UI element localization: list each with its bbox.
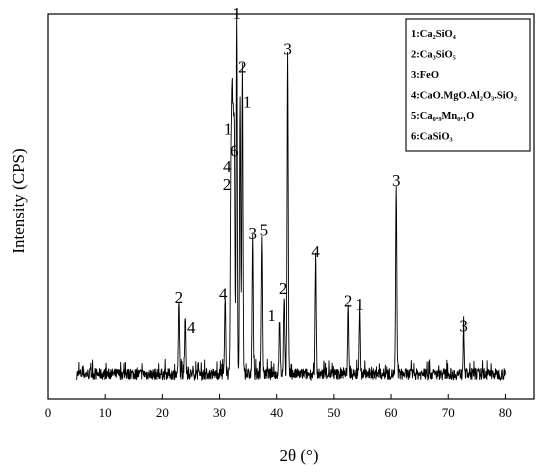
xrd-pattern-line bbox=[76, 14, 506, 382]
legend-entry: 6:CaSiO₃ bbox=[411, 132, 453, 143]
legend-entry: 1:Ca₂SiO₄ bbox=[411, 29, 457, 40]
legend-entry: 5:Ca₀.₉Mn₀.₁O bbox=[411, 111, 474, 122]
peak-label: 2 bbox=[223, 175, 232, 194]
peak-label: 2 bbox=[175, 288, 184, 307]
peak-label: 2 bbox=[238, 58, 247, 77]
peak-label: 1 bbox=[243, 93, 252, 112]
peak-label: 4 bbox=[311, 242, 320, 261]
x-tick-label: 50 bbox=[327, 405, 340, 420]
y-axis-title: Intensity (CPS) bbox=[9, 148, 28, 253]
peak-label: 1 bbox=[267, 306, 276, 325]
x-tick-label: 60 bbox=[385, 405, 398, 420]
x-axis-title: 2θ (°) bbox=[279, 446, 318, 465]
peak-label: 3 bbox=[459, 316, 468, 335]
x-tick-label: 30 bbox=[213, 405, 226, 420]
peak-label: 2 bbox=[344, 292, 353, 311]
x-tick-label: 80 bbox=[499, 405, 512, 420]
legend-entry: 3:FeO bbox=[411, 70, 439, 81]
peak-label: 4 bbox=[187, 318, 196, 337]
plot-frame bbox=[47, 13, 535, 400]
peak-label: 4 bbox=[219, 284, 228, 303]
peak-label: 1 bbox=[224, 120, 233, 139]
x-tick-group: 0 10 20 30 40 50 60 70 80 bbox=[45, 394, 512, 420]
x-tick-label: 40 bbox=[270, 405, 283, 420]
peak-label: 1 bbox=[232, 4, 241, 23]
peak-label: 2 bbox=[279, 279, 288, 298]
x-tick-label: 20 bbox=[156, 405, 169, 420]
x-tick-label: 70 bbox=[442, 405, 455, 420]
x-tick-label: 0 bbox=[45, 405, 52, 420]
peak-label: 6 bbox=[230, 141, 239, 160]
peak-label: 1 bbox=[355, 295, 364, 314]
legend-entry: 2:Ca₃SiO₅ bbox=[411, 50, 456, 61]
legend-entry: 4:CaO.MgO.Al₂O₃.SiO₂ bbox=[411, 91, 517, 102]
peak-label: 5 bbox=[260, 221, 269, 240]
peak-label: 3 bbox=[248, 224, 257, 243]
peak-label: 3 bbox=[392, 171, 401, 190]
chart-axes bbox=[47, 13, 535, 400]
peak-label: 3 bbox=[283, 40, 292, 59]
legend-box bbox=[405, 18, 531, 152]
peak-label: 4 bbox=[223, 157, 232, 176]
legend: 1:Ca₂SiO₄ 2:Ca₃SiO₅ 3:FeO 4:CaO.MgO.Al₂O₃.S… bbox=[405, 18, 531, 152]
x-tick-label: 10 bbox=[99, 405, 112, 420]
